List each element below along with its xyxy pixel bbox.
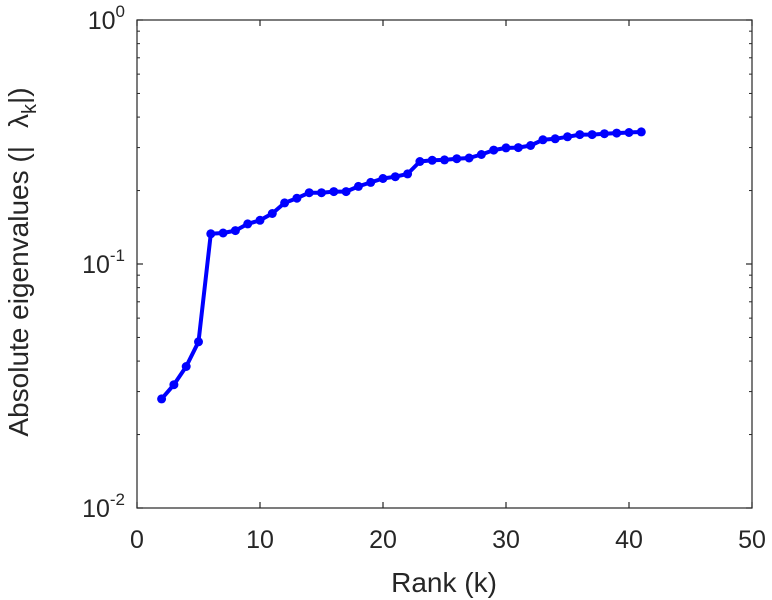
x-tick-label: 0 bbox=[130, 526, 144, 554]
data-point bbox=[206, 229, 216, 239]
data-point bbox=[587, 130, 597, 140]
data-point bbox=[267, 209, 277, 218]
y-tick-labels: 10-2 10-1 100 bbox=[82, 2, 125, 523]
data-point bbox=[366, 177, 376, 187]
data-point bbox=[317, 188, 326, 198]
data-point bbox=[489, 145, 499, 155]
x-tick-label: 20 bbox=[369, 526, 397, 554]
data-point bbox=[390, 172, 400, 182]
data-point bbox=[427, 155, 437, 165]
data-point bbox=[218, 228, 228, 238]
data-point bbox=[575, 130, 585, 140]
data-point bbox=[550, 134, 560, 144]
data-point bbox=[476, 150, 486, 159]
x-axis-title: Rank (k) bbox=[391, 567, 497, 598]
data-point bbox=[501, 143, 511, 153]
data-point bbox=[169, 380, 179, 390]
y-tick-label: 100 bbox=[88, 2, 125, 35]
data-point bbox=[513, 143, 523, 153]
data-point bbox=[624, 128, 634, 137]
data-point bbox=[636, 127, 646, 137]
x-tick-label: 50 bbox=[738, 526, 766, 554]
axes-frame bbox=[136, 19, 753, 509]
y-axis-title-subscript: k bbox=[19, 103, 41, 114]
series-line bbox=[160, 129, 642, 401]
data-point bbox=[563, 132, 572, 142]
data-point bbox=[403, 169, 413, 179]
y-axis-title-main: Absolute eigenvalues (| bbox=[3, 146, 34, 437]
plot-area-border bbox=[136, 19, 753, 509]
data-point bbox=[243, 219, 253, 229]
data-point bbox=[341, 187, 351, 197]
data-point bbox=[329, 187, 339, 197]
series-group bbox=[157, 127, 646, 404]
x-tick-label: 40 bbox=[615, 526, 643, 554]
y-axis-title-end: |) bbox=[3, 87, 34, 104]
data-point bbox=[181, 362, 191, 371]
data-point bbox=[280, 198, 290, 208]
data-point bbox=[538, 135, 548, 145]
data-point bbox=[255, 215, 265, 225]
data-point bbox=[304, 188, 314, 198]
data-point bbox=[230, 226, 240, 236]
y-tick-label: 10-2 bbox=[82, 490, 125, 523]
data-point bbox=[464, 153, 474, 163]
x-tick-labels: 0 10 20 30 40 50 bbox=[130, 526, 766, 554]
data-point bbox=[599, 129, 609, 139]
data-point bbox=[526, 141, 536, 150]
data-point bbox=[292, 193, 302, 203]
axis-ticks bbox=[136, 19, 753, 509]
data-point bbox=[157, 394, 167, 404]
y-axis-title: Absolute eigenvalues (| λk|) bbox=[3, 87, 41, 436]
data-point bbox=[353, 181, 363, 191]
x-tick-label: 10 bbox=[246, 526, 274, 554]
data-point bbox=[612, 128, 622, 138]
x-tick-label: 30 bbox=[492, 526, 520, 554]
y-tick-label: 10-1 bbox=[82, 246, 125, 279]
y-axis-title-symbol: λ bbox=[3, 114, 34, 128]
data-point bbox=[415, 157, 425, 166]
data-point bbox=[378, 174, 388, 183]
data-point bbox=[194, 337, 203, 347]
data-point bbox=[452, 154, 462, 164]
data-point bbox=[440, 155, 449, 165]
